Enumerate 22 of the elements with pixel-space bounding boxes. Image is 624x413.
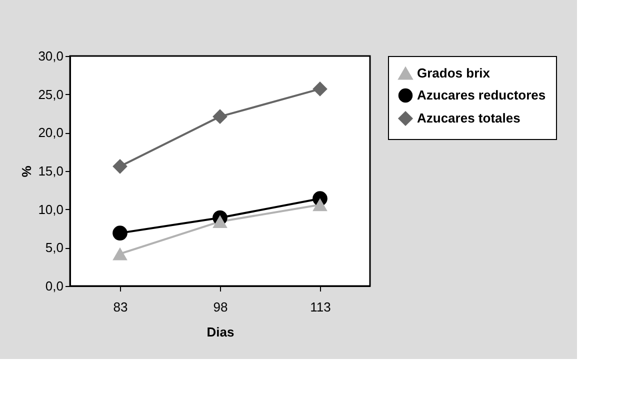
x-axis-title: Dias [206,324,234,340]
y-tick-label: 30,0 [38,48,64,64]
x-tick-label: 113 [310,300,331,314]
y-tick-label: 10,0 [38,202,64,217]
y-tick-label: 5,0 [45,240,64,256]
y-tick-label: 15,0 [38,164,64,178]
legend-label: Azucares totales [417,110,520,126]
point [312,82,328,96]
y-tick-label: 0,0 [45,278,64,294]
y-axis-title: % [19,165,34,178]
y-tick-label: 20,0 [38,125,64,140]
y-tick-label: 25,0 [38,86,64,102]
point [112,226,128,240]
legend-label: Azucares reductores [417,88,546,102]
point [312,198,328,212]
x-tick-label: 83 [113,300,128,314]
point [212,109,228,124]
point [112,158,128,174]
legend-label: Grados brix [417,66,491,80]
x-tick-label: 98 [213,300,228,314]
point [212,215,228,228]
point [112,247,128,260]
